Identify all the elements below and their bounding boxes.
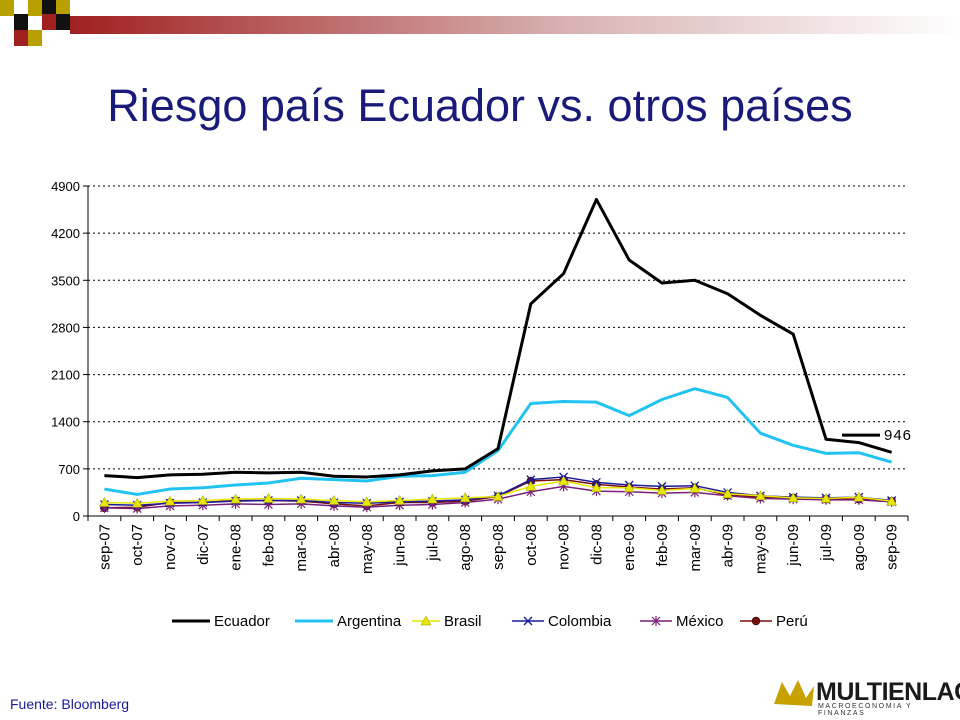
legend-item-colombia: Colombia xyxy=(512,613,612,630)
legend-item-argentina: Argentina xyxy=(295,613,402,630)
legend-label: Ecuador xyxy=(214,613,270,630)
data-point-colombia xyxy=(526,475,536,485)
data-point-brasil xyxy=(459,492,471,503)
y-tick-label: 700 xyxy=(58,462,80,477)
legend-marker xyxy=(651,616,661,626)
x-tick-label: nov-07 xyxy=(162,524,179,570)
x-tick-label: ene-08 xyxy=(228,524,245,571)
data-point-brasil xyxy=(853,491,865,502)
logo-text: MULTIENLACE xyxy=(816,678,960,706)
legend-marker xyxy=(420,615,432,626)
data-point-brasil xyxy=(98,497,110,507)
data-point-brasil xyxy=(492,490,504,501)
title-banner-decoration xyxy=(0,0,960,46)
data-point-brasil xyxy=(886,495,898,506)
x-tick-label: abr-09 xyxy=(720,524,737,567)
data-point-brasil xyxy=(820,492,832,503)
x-tick-label: abr-08 xyxy=(326,524,343,567)
x-tick-label: oct-07 xyxy=(129,524,146,566)
x-tick-label: sep-07 xyxy=(96,524,113,570)
logo-mark-icon xyxy=(774,680,814,706)
legend-label: Colombia xyxy=(548,613,612,630)
y-tick-label: 4900 xyxy=(51,179,80,194)
data-point-brasil xyxy=(689,482,701,493)
data-point-brasil xyxy=(656,484,668,495)
data-point-brasil xyxy=(230,493,242,504)
legend-label: Perú xyxy=(776,613,808,630)
data-point-brasil xyxy=(295,493,307,504)
x-tick-label: nov-08 xyxy=(556,524,573,570)
y-tick-label: 4200 xyxy=(51,226,80,241)
x-tick-label: dic-07 xyxy=(195,524,212,565)
series-line-ecuador xyxy=(104,197,893,480)
data-point-brasil xyxy=(525,480,537,491)
legend-marker xyxy=(751,616,761,626)
x-tick-label: dic-08 xyxy=(588,524,605,565)
data-point-brasil xyxy=(426,493,438,504)
multienlace-logo: MULTIENLACE MACROECONOMIA Y FINANZAS xyxy=(772,676,960,717)
legend-item-mexico: México xyxy=(640,613,724,630)
y-tick-label: 1400 xyxy=(51,415,80,430)
data-point-brasil xyxy=(722,488,734,499)
data-point-brasil xyxy=(590,482,602,492)
x-tick-label: jul-08 xyxy=(424,524,441,562)
y-tick-label: 2100 xyxy=(51,368,80,383)
x-tick-label: jul-09 xyxy=(818,524,835,562)
x-tick-label: feb-09 xyxy=(654,524,671,567)
x-tick-label: ago-09 xyxy=(851,524,868,571)
data-point-brasil xyxy=(164,495,176,506)
legend-label: Brasil xyxy=(444,613,482,630)
x-tick-label: ene-09 xyxy=(621,524,638,571)
data-point-brasil xyxy=(394,494,406,505)
y-tick-label: 3500 xyxy=(51,273,80,288)
x-tick-label: mar-08 xyxy=(293,524,310,572)
series-line-argentina xyxy=(104,387,893,496)
data-point-brasil xyxy=(197,494,209,505)
x-tick-label: sep-09 xyxy=(884,524,901,570)
data-point-brasil xyxy=(754,490,766,501)
data-point-brasil xyxy=(328,494,340,505)
x-tick-label: jun-09 xyxy=(785,524,802,567)
source-note: Fuente: Bloomberg xyxy=(10,696,130,712)
x-tick-label: may-08 xyxy=(359,524,376,574)
x-tick-label: jun-08 xyxy=(392,524,409,567)
y-tick-label: 0 xyxy=(73,509,80,524)
data-point-brasil xyxy=(787,492,799,503)
x-tick-label: mar-09 xyxy=(687,524,704,572)
legend-marker xyxy=(523,616,533,626)
data-point-brasil xyxy=(623,482,635,492)
legend-item-brasil: Brasil xyxy=(412,613,482,630)
legend-item-ecuador: Ecuador xyxy=(172,613,270,630)
legend-label: México xyxy=(676,613,724,630)
x-tick-label: oct-08 xyxy=(523,524,540,566)
legend-item-peru: Perú xyxy=(740,613,808,630)
logo-tagline: MACROECONOMIA Y FINANZAS xyxy=(818,703,913,717)
x-tick-label: ago-08 xyxy=(457,524,474,571)
slide-title: Riesgo país Ecuador vs. otros países xyxy=(107,80,853,131)
data-point-brasil xyxy=(361,496,373,507)
data-point-brasil xyxy=(131,497,143,508)
legend-label: Argentina xyxy=(337,613,402,630)
x-tick-label: may-09 xyxy=(752,524,769,574)
data-point-brasil xyxy=(262,492,274,503)
x-tick-label: sep-08 xyxy=(490,524,507,570)
y-tick-label: 2800 xyxy=(51,320,80,335)
data-point-brasil xyxy=(558,475,570,486)
annotation-label: 946 xyxy=(884,427,912,444)
x-tick-label: feb-08 xyxy=(260,524,277,567)
